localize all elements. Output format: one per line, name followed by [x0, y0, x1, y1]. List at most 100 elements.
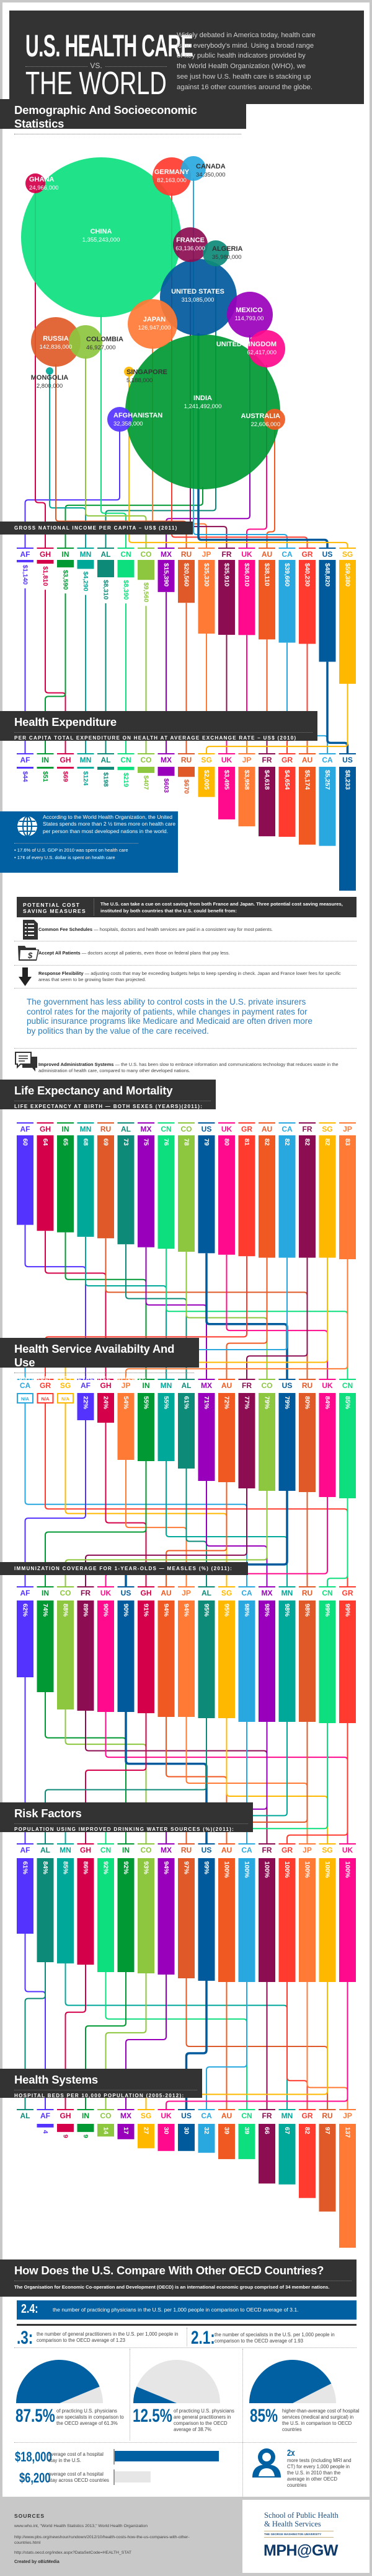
category-label: UK: [221, 1125, 232, 1133]
category-label: GH: [60, 756, 71, 764]
bar: [218, 1858, 235, 1982]
bar: [278, 1858, 296, 1982]
section-title: Demographic And Socioeconomic Statistics: [14, 103, 197, 130]
connector-lines: [24, 178, 349, 2110]
vs-text: VS.: [87, 61, 105, 70]
category-label: FR: [222, 550, 232, 559]
bar: [77, 1858, 94, 1965]
bar: [198, 1135, 215, 1254]
population-bubble: [124, 367, 134, 377]
gw-logo: School of Public Health & Health Services…: [242, 2500, 370, 2573]
value-label: 97: [324, 2127, 331, 2134]
bar: [259, 1393, 275, 1491]
connector-line: [166, 1982, 348, 2110]
category-label: AL: [101, 756, 111, 764]
section-title: Health Systems: [14, 2073, 98, 2086]
value-label: 100%: [243, 1861, 250, 1879]
value-label: 92%: [102, 1861, 110, 1875]
value-label: 79%: [283, 1396, 291, 1410]
section-title: Risk Factors: [14, 1807, 82, 1820]
bar: [339, 560, 356, 684]
bubble-population-label: 1,241,492,000: [184, 403, 222, 410]
category-label: AU: [221, 2111, 232, 2120]
value-label: 78: [183, 1138, 190, 1146]
value-label: 84%: [324, 1396, 331, 1410]
value-label: 73: [122, 1138, 130, 1146]
logo-university: THE GEORGE WASHINGTON UNIVERSITY: [264, 2531, 334, 2538]
category-label: JP: [343, 1125, 352, 1133]
category-label: MN: [80, 1125, 92, 1133]
category-label: RU: [181, 756, 192, 764]
category-label: MN: [80, 756, 92, 764]
value-label: 14: [102, 2127, 110, 2134]
connector-line: [166, 335, 250, 548]
cost-saving-label: POTENTIAL COST SAVING MEASURES: [23, 902, 86, 914]
category-label: FR: [81, 1589, 91, 1597]
who-bullet: • 17.6% of U.S. GDP in 2010 was spent on…: [14, 847, 128, 853]
value-label: 66: [264, 2127, 271, 2134]
value-label: $8,390: [122, 580, 130, 600]
category-label: GH: [40, 1125, 51, 1133]
value-label: 91%: [143, 1604, 150, 1617]
category-label: AL: [20, 2111, 30, 2120]
value-label: $9,560: [143, 582, 150, 602]
person-icon: [252, 2448, 281, 2478]
connector-line: [24, 429, 120, 548]
value-label: 95%: [203, 1604, 210, 1617]
category-label: RU: [100, 1125, 111, 1133]
globe-icon: [17, 816, 37, 837]
cost-saving-banner: POTENTIAL COST SAVING MEASURES The U.S. …: [17, 897, 356, 917]
divider: [242, 2349, 243, 2497]
bubble-country-label: COLOMBIA: [86, 336, 123, 343]
cost-measure-item: Improved Administration Systems — the U.…: [38, 1062, 348, 1074]
gp-stat-text: the number of general practitioners in t…: [37, 2331, 179, 2343]
specialist-stat-text: the number of specialists in the U.S. pe…: [215, 2332, 335, 2344]
bar: [37, 1600, 54, 1692]
value-label: N/A: [61, 1396, 70, 1402]
connector-line: [85, 356, 147, 548]
bubble-country-label: GHANA: [29, 176, 54, 183]
bar: [77, 560, 94, 569]
category-label: SG: [201, 756, 211, 764]
value-label: 94%: [162, 1861, 170, 1875]
category-label: IN: [143, 1381, 150, 1390]
oecd-graphics: [16, 2359, 336, 2485]
bar: [117, 767, 135, 771]
bubble-country-label: CANADA: [196, 163, 226, 170]
category-label: CN: [241, 2111, 252, 2120]
bar: [319, 1135, 336, 1258]
na-box: [57, 1393, 74, 1404]
bar: [278, 1600, 296, 1722]
value-label: 84%: [42, 1861, 49, 1875]
category-label: UK: [161, 2111, 172, 2120]
bubble-population-label: 34,350,000: [196, 172, 226, 178]
source-link[interactable]: http://stats.oecd.org/index.aspx?DataSet…: [14, 2551, 132, 2555]
bar: [117, 1135, 135, 1244]
category-label: UK: [221, 756, 232, 764]
category-label: IN: [62, 1125, 69, 1133]
population-bubble: [160, 259, 237, 336]
category-label: MX: [262, 1589, 273, 1597]
population-bubble: [128, 299, 177, 349]
stat-text: the number of practicing physicians in t…: [53, 2307, 299, 2313]
value-label: 99%: [344, 1604, 352, 1617]
gauge-text: higher-than-average cost of hospital ser…: [282, 2408, 360, 2432]
category-label: CO: [100, 2111, 112, 2120]
source-link[interactable]: http://www.pbs.org/newshour/rundown/2012…: [14, 2535, 190, 2545]
gauge-value: 12.5%: [133, 2406, 172, 2426]
category-label: CO: [60, 1589, 71, 1597]
bar: [157, 560, 175, 592]
bar: [97, 560, 114, 577]
category-label: CA: [281, 550, 293, 559]
value-label: $44: [22, 771, 29, 782]
item-title: Response Flexibility: [38, 971, 84, 976]
bar: [299, 1135, 316, 1258]
bar: [339, 1600, 356, 1723]
value-label: $51: [42, 771, 49, 782]
value-label: 9: [62, 2134, 69, 2138]
item-title: Improved Administration Systems: [38, 1062, 114, 1067]
category-label: AU: [262, 550, 272, 559]
bubble-country-label: ALGERIA: [212, 245, 243, 253]
connector-line: [125, 1975, 167, 2110]
category-label: GR: [281, 1846, 293, 1854]
